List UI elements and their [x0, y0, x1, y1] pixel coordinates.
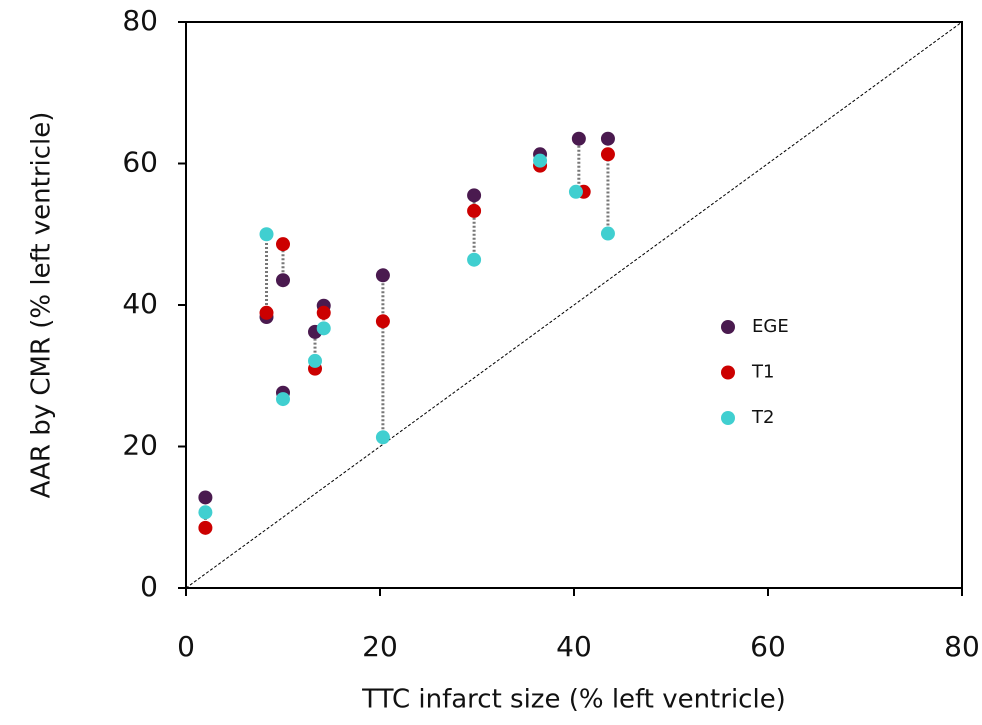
plot-frame: [185, 21, 963, 589]
x-tick-label: 40: [556, 630, 592, 663]
x-axis-label: TTC infarct size (% left ventricle): [361, 685, 786, 715]
y-tick-label: 80: [122, 4, 158, 37]
legend-label: T2: [751, 407, 774, 428]
point: [276, 237, 290, 252]
y-tick-label: 20: [122, 429, 158, 462]
point: [198, 490, 213, 505]
legend-label: T1: [751, 362, 774, 383]
legend-label: EGE: [752, 316, 789, 337]
point: [259, 305, 274, 320]
x-tick-label: 80: [944, 630, 980, 663]
y-tick-label: 40: [122, 287, 158, 320]
point: [276, 273, 290, 288]
point: [198, 505, 213, 520]
point: [467, 252, 482, 267]
point: [198, 520, 213, 535]
point: [600, 226, 615, 241]
point: [375, 430, 390, 445]
y-tick-label: 0: [140, 570, 158, 603]
point: [276, 392, 290, 407]
y-axis-label: AAR by CMR (% left ventricle): [27, 112, 57, 499]
point: [375, 314, 390, 329]
x-tick-label: 20: [362, 630, 398, 663]
legend-marker: [721, 320, 735, 334]
point: [533, 153, 548, 168]
point: [375, 268, 390, 283]
x-tick-label: 0: [177, 630, 195, 663]
point: [571, 131, 586, 146]
legend-marker: [721, 411, 735, 425]
point: [600, 147, 615, 162]
point: [467, 203, 482, 218]
point: [259, 227, 274, 242]
y-tick-label: 60: [122, 146, 158, 179]
point: [316, 321, 331, 336]
point: [308, 353, 323, 368]
x-tick-label: 60: [750, 630, 786, 663]
point: [600, 131, 615, 146]
point: [316, 305, 331, 320]
point: [467, 188, 482, 203]
identity-line: [185, 21, 963, 589]
point: [568, 184, 583, 199]
legend-marker: [721, 365, 735, 380]
